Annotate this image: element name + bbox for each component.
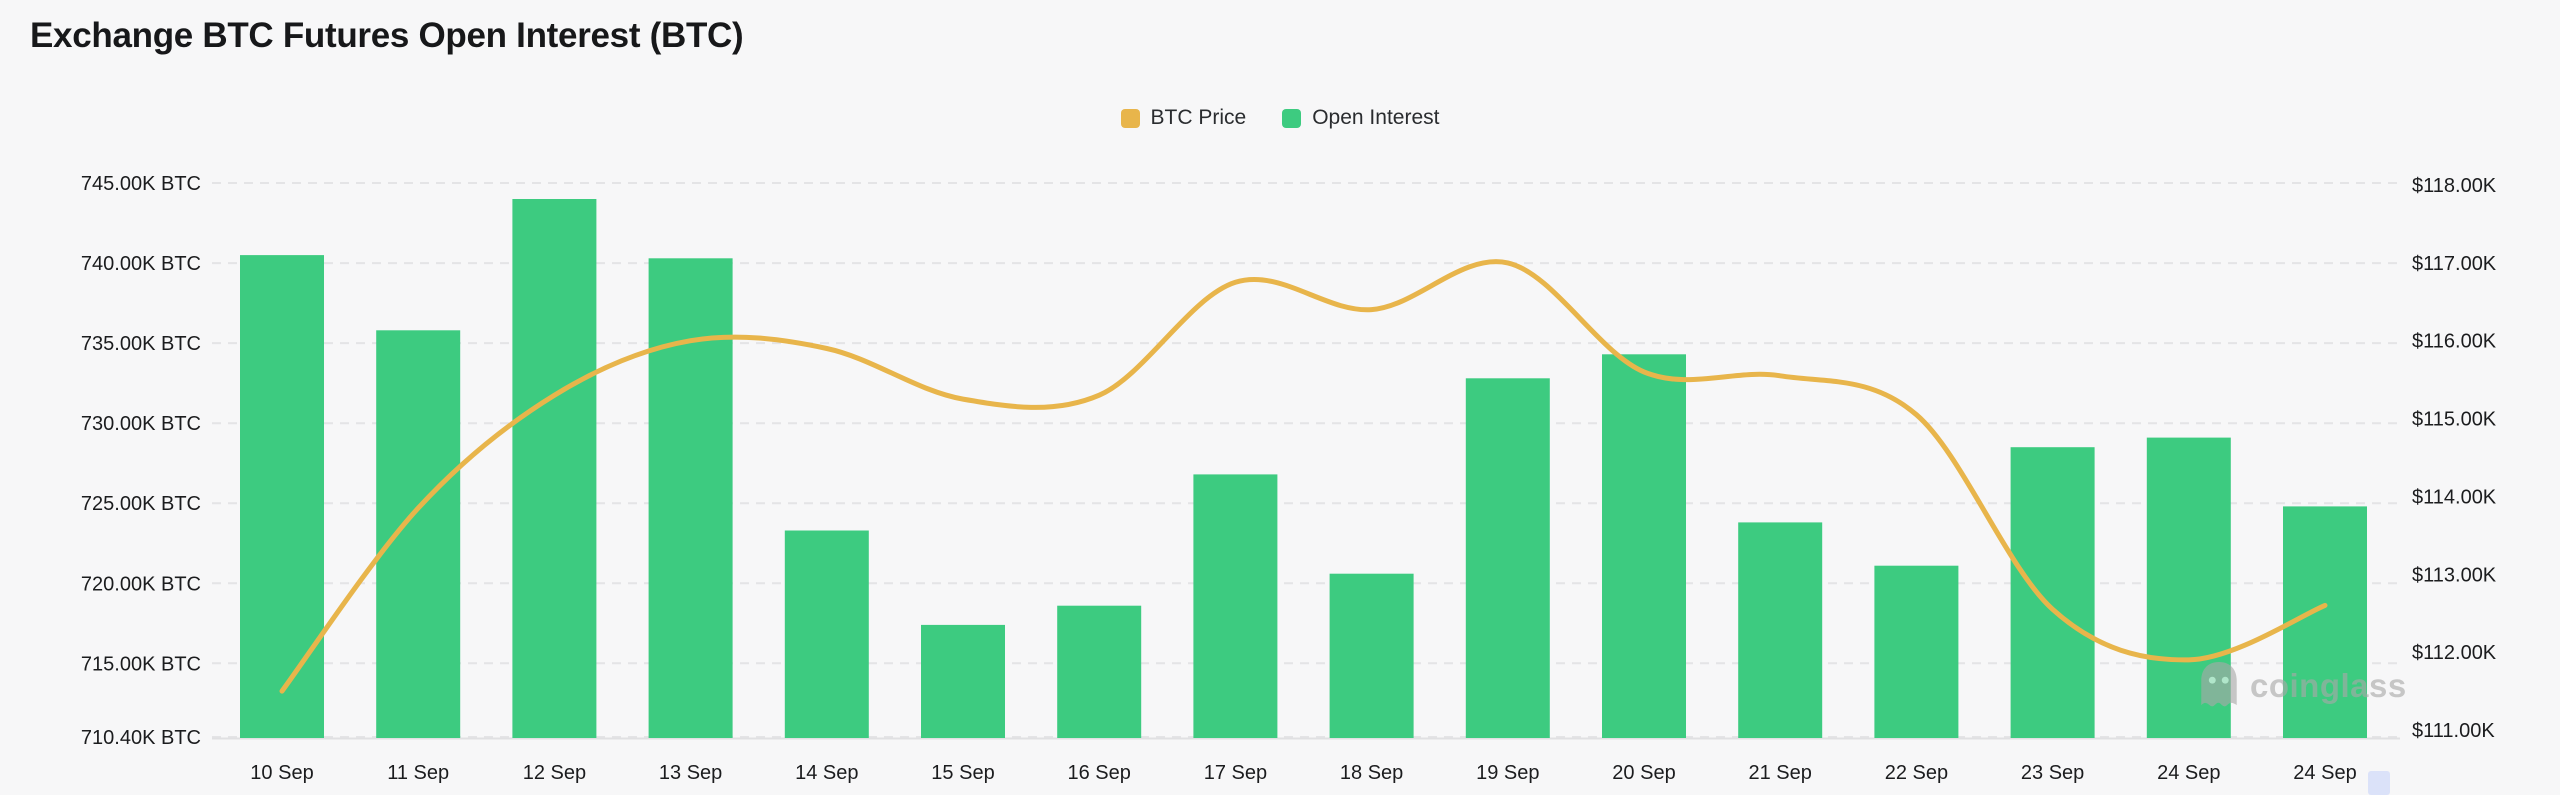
left-axis-label: 720.00K BTC: [81, 573, 201, 595]
right-axis-label: $115.00K: [2412, 409, 2497, 431]
bar-20-sep[interactable]: [1602, 354, 1686, 738]
open-interest-legend-label: Open Interest: [1312, 106, 1440, 129]
x-axis-label: 17 Sep: [1204, 762, 1267, 784]
coinglass-watermark-text: coinglass: [2250, 666, 2407, 704]
left-axis-label: 740.00K BTC: [81, 253, 201, 275]
x-axis-label: 14 Sep: [795, 762, 858, 784]
btc-price-line[interactable]: [279, 259, 2328, 694]
bar-12-sep[interactable]: [512, 199, 597, 738]
left-axis-label: 715.00K BTC: [81, 653, 201, 675]
x-axis-label: 15 Sep: [931, 762, 994, 784]
right-axis-label: $111.00K: [2412, 720, 2495, 742]
bar-19-sep[interactable]: [1465, 378, 1550, 738]
x-axis-label: 12 Sep: [523, 762, 586, 784]
scrollbar-thumb[interactable]: [2368, 771, 2390, 795]
x-axis-label: 10 Sep: [250, 762, 313, 784]
bar-16-sep[interactable]: [1057, 605, 1142, 738]
right-axis-label: $117.00K: [2412, 253, 2497, 275]
right-axis-label: $116.00K: [2412, 331, 2497, 353]
bar-10-sep[interactable]: [240, 255, 324, 738]
x-axis-label: 24 Sep: [2293, 762, 2356, 784]
left-axis-label: 745.00K BTC: [81, 173, 201, 195]
open-interest-swatch-icon: [1282, 108, 1302, 128]
page-title: Exchange BTC Futures Open Interest (BTC): [30, 16, 744, 55]
legend: BTC Price Open Interest: [0, 106, 2560, 130]
bar-11-sep[interactable]: [376, 330, 461, 738]
x-axis-label: 20 Sep: [1612, 762, 1675, 784]
legend-item-open-interest[interactable]: Open Interest: [1282, 106, 1439, 130]
bar-15-sep[interactable]: [921, 624, 1005, 738]
bar-21-sep[interactable]: [1738, 522, 1823, 738]
bar-13-sep[interactable]: [648, 258, 733, 738]
bar-22-sep[interactable]: [1874, 565, 1959, 738]
right-axis-label: $118.00K: [2412, 175, 2497, 197]
coinglass-watermark: coinglass: [2196, 660, 2407, 711]
bar-17-sep[interactable]: [1193, 474, 1278, 738]
x-axis-label: 23 Sep: [2021, 762, 2084, 784]
bar-14-sep[interactable]: [784, 530, 869, 739]
left-axis-label: 730.00K BTC: [81, 413, 201, 435]
x-axis-label: 19 Sep: [1476, 762, 1539, 784]
x-axis-label: 22 Sep: [1885, 762, 1948, 784]
left-axis-label: 725.00K BTC: [81, 493, 201, 515]
coinglass-ghost-icon: [2201, 662, 2237, 707]
right-axis-label: $113.00K: [2412, 564, 2497, 586]
btc-price-swatch-icon: [1120, 108, 1140, 128]
bar-23-sep[interactable]: [2010, 447, 2095, 738]
bar-18-sep[interactable]: [1329, 573, 1414, 738]
x-axis-label: 11 Sep: [387, 762, 449, 784]
x-axis-label: 21 Sep: [1749, 762, 1812, 784]
x-axis-label: 13 Sep: [659, 762, 722, 784]
x-axis-label: 18 Sep: [1340, 762, 1403, 784]
x-axis-label: 16 Sep: [1068, 762, 1131, 784]
right-axis-label: $114.00K: [2412, 486, 2497, 508]
right-axis-label: $112.00K: [2412, 642, 2497, 664]
btc-price-legend-label: BTC Price: [1150, 106, 1247, 129]
legend-item-btc-price[interactable]: BTC Price: [1120, 106, 1247, 130]
x-axis-label: 24 Sep: [2157, 762, 2220, 784]
left-axis-label: 710.40K BTC: [81, 727, 201, 749]
left-axis-label: 735.00K BTC: [81, 333, 201, 355]
